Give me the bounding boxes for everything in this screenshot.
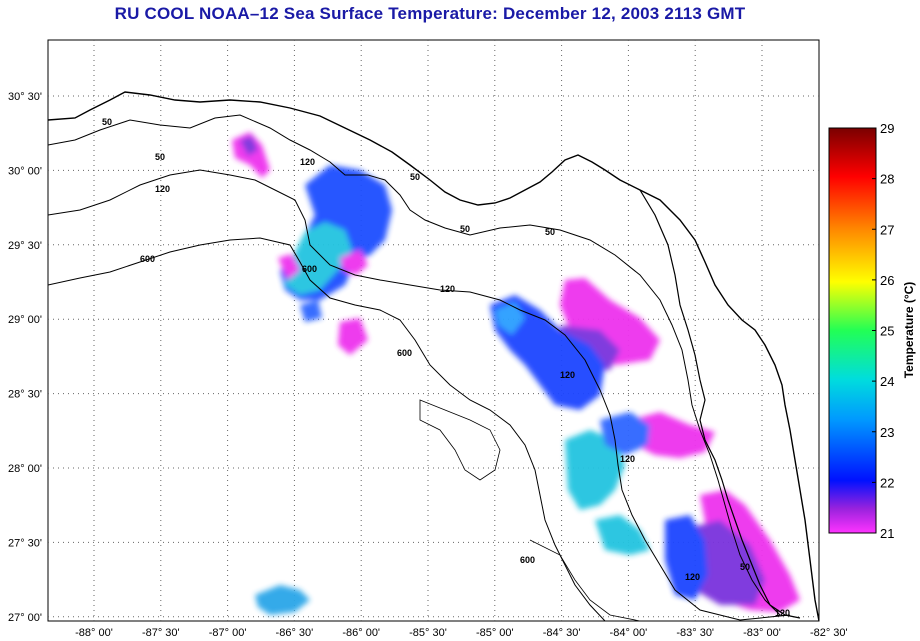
isobath-extra — [419, 399, 501, 481]
longitude-label: -85° 00' — [476, 627, 514, 639]
isobath-600 — [48, 237, 606, 621]
colorbar-tick-label: 28 — [880, 172, 894, 187]
latitude-label: 28° 30' — [8, 389, 42, 401]
contour-labels: 50 50 120 600 120 600 50 50 50 120 600 1… — [102, 117, 790, 618]
longitude-label: -87° 30' — [142, 627, 180, 639]
sst-patch-tampa-cyan — [565, 430, 625, 510]
latitude-labels: 30° 30' 30° 00' 29° 30' 29° 00' 28° 30' 28° 0… — [8, 91, 42, 624]
latitude-label: 28° 00' — [8, 463, 42, 475]
isobath-gulf-rise — [529, 539, 641, 621]
sst-patch-sw-cyan — [595, 515, 650, 555]
latitude-label: 29° 00' — [8, 314, 42, 326]
colorbar-ticks: 29 28 27 26 25 24 23 22 21 — [872, 121, 894, 541]
contour-label: 50 — [460, 224, 470, 234]
contour-label: 120 — [155, 184, 170, 194]
sst-patch-nw-magenta — [232, 132, 270, 178]
sst-patch-small-magenta — [338, 318, 368, 355]
colorbar-tick-label: 25 — [880, 324, 894, 339]
contour-label: 50 — [102, 117, 112, 127]
sst-patch-bigbend-cyan — [495, 302, 525, 335]
latitude-label: 29° 30' — [8, 240, 42, 252]
colorbar-tick-label: 24 — [880, 374, 894, 389]
latitude-label: 27° 30' — [8, 537, 42, 549]
coastline — [48, 91, 819, 621]
longitude-label: -86° 30' — [276, 627, 314, 639]
coastline-bigbend — [639, 189, 801, 619]
sst-patch-apalachicola-cyan — [285, 222, 352, 295]
contour-label: 50 — [545, 227, 555, 237]
contour-label: 120 — [775, 608, 790, 618]
longitude-label: -87° 00' — [209, 627, 247, 639]
contour-label: 600 — [140, 254, 155, 264]
colorbar: 29 28 27 26 25 24 23 22 21 Temperature (°C) — [828, 121, 916, 541]
isobath-120 — [48, 169, 791, 621]
longitude-label: -82° 30' — [810, 627, 848, 639]
colorbar-tick-label: 26 — [880, 273, 894, 288]
longitude-label: -84° 00' — [610, 627, 648, 639]
latitude-label: 27° 00' — [8, 612, 42, 624]
contour-label: 50 — [155, 152, 165, 162]
sst-patch-south-cyan — [255, 585, 310, 615]
colorbar-gradient — [828, 127, 877, 534]
latitude-label: 30° 00' — [8, 165, 42, 177]
longitude-label: -84° 30' — [543, 627, 581, 639]
colorbar-tick-label: 23 — [880, 425, 894, 440]
longitude-labels: -88° 00' -87° 30' -87° 00' -86° 30' -86° 00'… — [75, 627, 848, 639]
longitude-label: -88° 00' — [75, 627, 113, 639]
sst-patch-tampa-blue — [600, 412, 650, 455]
longitude-label: -86° 00' — [342, 627, 380, 639]
contour-label: 120 — [560, 370, 575, 380]
colorbar-tick-label: 29 — [880, 121, 894, 136]
colorbar-title: Temperature (°C) — [902, 282, 916, 379]
latitude-label: 30° 30' — [8, 91, 42, 103]
contour-label: 600 — [520, 555, 535, 565]
contour-label: 50 — [740, 562, 750, 572]
sst-patch-bigbend-magenta — [560, 278, 660, 365]
colorbar-tick-label: 22 — [880, 475, 894, 490]
sst-patches — [232, 132, 800, 615]
sst-patch-tampa-magenta — [630, 412, 715, 458]
contour-label: 120 — [300, 157, 315, 167]
sst-patch-cape-magenta — [278, 254, 300, 280]
coastline-and-isobaths — [48, 91, 819, 621]
sst-patch-nw-purple — [240, 136, 258, 156]
isobath-50 — [48, 114, 781, 616]
contour-label: 120 — [440, 284, 455, 294]
contour-label: 120 — [685, 572, 700, 582]
sst-patch-apalachicola-magenta — [340, 250, 368, 275]
longitude-label: -83° 30' — [676, 627, 714, 639]
sst-patch-small-blue — [300, 300, 322, 322]
contour-label: 600 — [302, 264, 317, 274]
colorbar-tick-label: 27 — [880, 222, 894, 237]
sst-patch-sw-blue — [665, 515, 708, 600]
map-title: RU COOL NOAA–12 Sea Surface Temperature:… — [114, 4, 746, 23]
longitude-label: -83° 00' — [743, 627, 781, 639]
longitude-label: -85° 30' — [409, 627, 447, 639]
contour-label: 600 — [397, 348, 412, 358]
contour-label: 120 — [620, 454, 635, 464]
colorbar-tick-label: 21 — [880, 526, 894, 541]
contour-label: 50 — [410, 172, 420, 182]
